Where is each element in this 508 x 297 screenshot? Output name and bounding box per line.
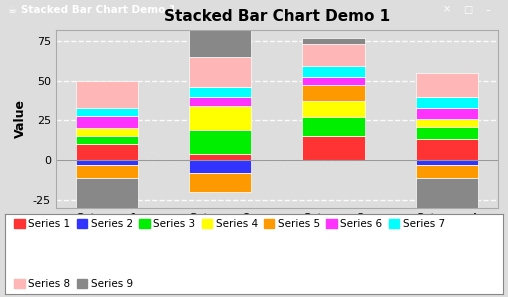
Bar (416, 127, 478, 140)
Bar (302, 117, 365, 136)
Bar (416, 108, 478, 119)
Bar (416, 73, 478, 97)
Text: □: □ (463, 5, 472, 15)
Bar (189, 57, 251, 87)
Bar (302, 66, 365, 78)
Text: ×: × (443, 5, 451, 15)
Bar (189, 106, 251, 130)
Bar (76, 136, 138, 144)
X-axis label: Category: Category (245, 228, 309, 241)
Bar (189, 154, 251, 160)
Bar (189, 130, 251, 154)
Text: –: – (485, 5, 490, 15)
Bar (416, 97, 478, 108)
Bar (76, 80, 138, 108)
Bar (189, 97, 251, 106)
Bar (189, 87, 251, 97)
Bar (189, 12, 251, 57)
Y-axis label: Value: Value (14, 99, 27, 138)
Bar (76, 116, 138, 128)
Legend: Series 8, Series 9: Series 8, Series 9 (10, 275, 137, 293)
Bar (76, 165, 138, 178)
Text: ☕ Stacked Bar Chart Demo 1: ☕ Stacked Bar Chart Demo 1 (8, 5, 176, 15)
Bar (302, 44, 365, 66)
Bar (76, 108, 138, 116)
Bar (302, 38, 365, 44)
Bar (302, 86, 365, 101)
Bar (189, 173, 251, 192)
Bar (302, 78, 365, 86)
Bar (76, 178, 138, 222)
Bar (416, 140, 478, 160)
Bar (416, 160, 478, 165)
Bar (416, 178, 478, 217)
Bar (76, 144, 138, 160)
Bar (416, 165, 478, 178)
Bar (76, 128, 138, 136)
Bar (189, 160, 251, 173)
Bar (76, 160, 138, 165)
Bar (416, 119, 478, 127)
Bar (302, 101, 365, 117)
Bar (302, 136, 365, 160)
Title: Stacked Bar Chart Demo 1: Stacked Bar Chart Demo 1 (164, 10, 390, 24)
